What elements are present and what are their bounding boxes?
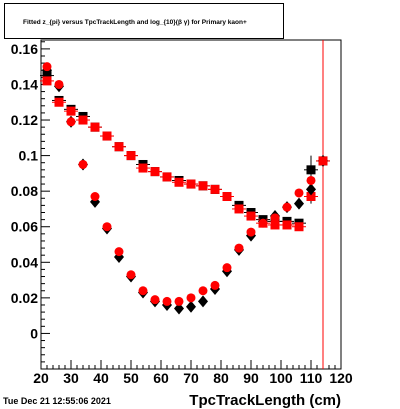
data-point-diamond — [198, 295, 208, 308]
data-point-circle — [246, 227, 256, 237]
data-point-circle — [78, 159, 88, 169]
x-tick-label: 100 — [269, 370, 293, 386]
x-tick-label: 80 — [213, 370, 229, 386]
x-tick-label: 50 — [123, 370, 139, 386]
data-point-circle — [114, 247, 124, 257]
data-point-circle — [90, 191, 100, 201]
chart-title: Fitted z_{pi} versus TpcTrackLength and … — [23, 19, 247, 26]
x-tick-label: 90 — [243, 370, 259, 386]
data-point-circle — [150, 295, 160, 305]
data-point-circle — [198, 286, 208, 296]
x-tick-label: 110 — [300, 370, 323, 386]
y-tick-label: 0.12 — [11, 112, 38, 128]
data-point-circle — [42, 62, 52, 72]
y-tick-label: 0.1 — [19, 148, 39, 164]
data-point-circle — [270, 213, 280, 223]
data-point-circle — [306, 175, 316, 185]
data-point-circle — [186, 293, 196, 303]
y-tick-label: 0.08 — [11, 183, 38, 199]
x-tick-label: 40 — [93, 370, 109, 386]
data-point-circle — [54, 79, 64, 89]
data-point-diamond — [294, 197, 304, 210]
data-point-circle — [282, 202, 292, 212]
data-point-diamond — [306, 183, 316, 196]
data-point-circle — [210, 280, 220, 290]
data-point-circle — [294, 188, 304, 198]
x-tick-label: 20 — [33, 370, 49, 386]
data-point-circle — [66, 117, 76, 127]
data-point-circle — [126, 270, 136, 280]
x-tick-label: 30 — [63, 370, 79, 386]
y-tick-label: 0.02 — [11, 290, 38, 306]
x-tick-label: 120 — [329, 370, 353, 386]
data-point-diamond — [174, 302, 184, 315]
y-tick-label: 0.06 — [11, 219, 38, 235]
data-point-circle — [234, 243, 244, 253]
x-axis-label: TpcTrackLength (cm) — [189, 392, 341, 409]
data-point-circle — [162, 296, 172, 306]
data-point-circle — [174, 296, 184, 306]
data-point-circle — [138, 286, 148, 296]
x-tick-label: 70 — [183, 370, 199, 386]
footer-date: Tue Dec 21 12:55:06 2021 — [3, 396, 111, 406]
y-tick-label: 0.04 — [11, 254, 38, 270]
y-tick-label: 0 — [30, 325, 38, 341]
data-point-circle — [222, 263, 232, 273]
data-point-diamond — [186, 300, 196, 313]
title-box: Fitted z_{pi} versus TpcTrackLength and … — [4, 3, 284, 39]
x-tick-label: 60 — [153, 370, 169, 386]
data-point-circle — [318, 156, 328, 166]
data-point-circle — [258, 218, 268, 228]
y-tick-label: 0.14 — [11, 76, 38, 92]
data-point-circle — [102, 222, 112, 232]
y-tick-label: 0.16 — [11, 41, 38, 57]
